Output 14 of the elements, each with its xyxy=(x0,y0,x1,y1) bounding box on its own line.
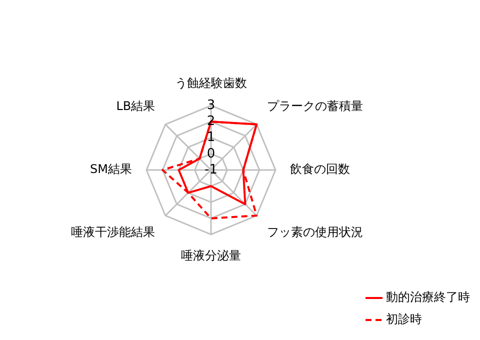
spoke-label: 飲食の回数 xyxy=(290,162,350,176)
spoke-label: う蝕経験歯数 xyxy=(175,76,247,90)
spoke-label: フッ素の使用状況 xyxy=(266,225,363,240)
y-tick-label: 1 xyxy=(206,130,216,146)
y-tick-label: 0 xyxy=(206,146,216,162)
legend-label: 初診時 xyxy=(386,312,422,326)
legend-label: 動的治療終了時 xyxy=(386,290,470,304)
spoke-label: SM結果 xyxy=(90,162,132,176)
spoke-label: プラークの蓄積量 xyxy=(266,99,363,114)
spoke-label: 唾液干渉能結果 xyxy=(71,225,156,240)
y-tick-label: -1 xyxy=(204,162,218,178)
spoke-label: LB結果 xyxy=(116,99,156,114)
spoke-label: 唾液分泌量 xyxy=(181,248,241,262)
y-tick-label: 3 xyxy=(206,98,216,113)
